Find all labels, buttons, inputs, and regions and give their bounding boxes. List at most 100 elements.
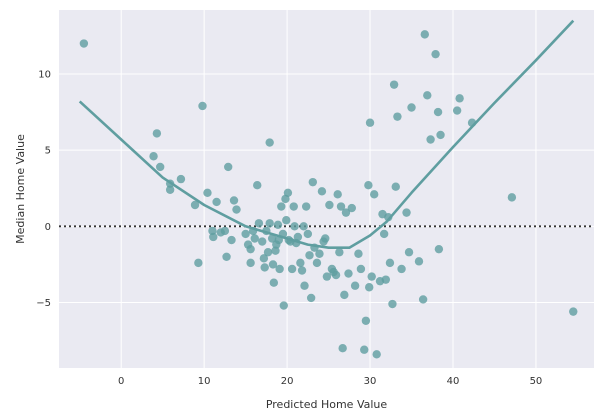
data-point [176, 174, 186, 184]
data-point [220, 226, 230, 236]
data-point [306, 293, 316, 303]
data-point [258, 237, 267, 246]
data-point [277, 202, 286, 211]
data-point [246, 258, 255, 268]
data-point [268, 260, 278, 269]
data-point [227, 235, 236, 245]
x-axis-label: Predicted Home Value [266, 398, 388, 411]
data-point [404, 248, 414, 257]
data-point [397, 264, 406, 274]
x-tick-label: 20 [281, 376, 294, 387]
data-point [354, 249, 363, 258]
data-point [232, 205, 241, 214]
data-point [308, 177, 318, 187]
data-point [198, 101, 207, 111]
data-point [246, 244, 255, 254]
x-tick-label: 0 [118, 376, 124, 387]
data-point [241, 229, 250, 239]
data-point [269, 278, 279, 287]
data-point [212, 197, 221, 207]
data-point [347, 203, 356, 213]
x-tick-labels: 0 10 20 30 40 50 [118, 376, 542, 387]
data-point [407, 103, 416, 112]
data-point [414, 257, 424, 266]
data-point [289, 202, 298, 211]
data-point [431, 49, 440, 59]
y-axis-label: Median Home Value [14, 134, 27, 244]
data-point [402, 208, 411, 217]
data-point [282, 216, 291, 225]
data-point [303, 229, 313, 239]
data-point [290, 222, 299, 231]
data-point [321, 234, 330, 243]
data-point [388, 299, 397, 309]
data-point [360, 345, 369, 354]
data-point [436, 130, 445, 140]
data-point [369, 190, 379, 199]
data-point [315, 249, 324, 258]
x-tick-label: 30 [364, 376, 377, 387]
data-point [393, 112, 402, 121]
data-point [423, 91, 432, 100]
data-point [420, 30, 429, 39]
data-point [340, 290, 349, 300]
data-point [391, 182, 400, 191]
data-point [165, 185, 175, 194]
y-tick-label: 10 [38, 69, 51, 80]
data-point [322, 272, 332, 281]
data-point [426, 135, 435, 144]
data-point [190, 200, 200, 210]
data-point [455, 94, 464, 103]
lowess-curve [78, 19, 575, 249]
data-point [297, 266, 307, 275]
data-point [149, 152, 158, 161]
x-tick-label: 10 [198, 376, 211, 387]
data-point [365, 283, 374, 292]
data-point [305, 251, 314, 260]
data-point [263, 248, 273, 257]
x-tick-label: 40 [447, 376, 460, 387]
data-point [224, 162, 233, 172]
y-tick-label: 5 [45, 146, 51, 157]
data-point [356, 264, 366, 274]
data-point [381, 275, 391, 284]
scatter-points [79, 30, 578, 359]
data-point [260, 263, 269, 272]
data-point [301, 202, 311, 211]
data-point [296, 258, 305, 268]
data-point [273, 220, 283, 229]
trend-curve [78, 19, 575, 249]
data-point [364, 180, 373, 190]
gridlines [59, 10, 594, 368]
y-tick-labels: −5 0 5 10 [36, 69, 51, 309]
data-point [267, 234, 277, 243]
data-point [275, 264, 284, 274]
data-point [312, 258, 322, 268]
data-point [433, 107, 443, 117]
data-point [569, 307, 578, 316]
data-point [385, 258, 395, 268]
data-point [300, 281, 309, 290]
data-point [254, 219, 264, 228]
data-point [379, 229, 389, 239]
data-point [333, 190, 342, 199]
y-tick-label: −5 [36, 298, 51, 309]
data-point [372, 350, 381, 359]
data-point [194, 258, 203, 268]
data-point [152, 129, 162, 138]
data-point [335, 248, 344, 257]
data-point [229, 196, 239, 205]
data-point [365, 118, 375, 127]
data-point [350, 281, 360, 290]
data-point [209, 232, 218, 242]
data-point [259, 254, 269, 263]
data-point [265, 219, 274, 228]
data-point [338, 343, 347, 353]
data-point [336, 202, 346, 211]
data-point [222, 252, 231, 261]
data-point [341, 208, 351, 217]
data-point [250, 234, 259, 243]
y-tick-label: 0 [45, 222, 51, 233]
data-point [299, 222, 308, 231]
